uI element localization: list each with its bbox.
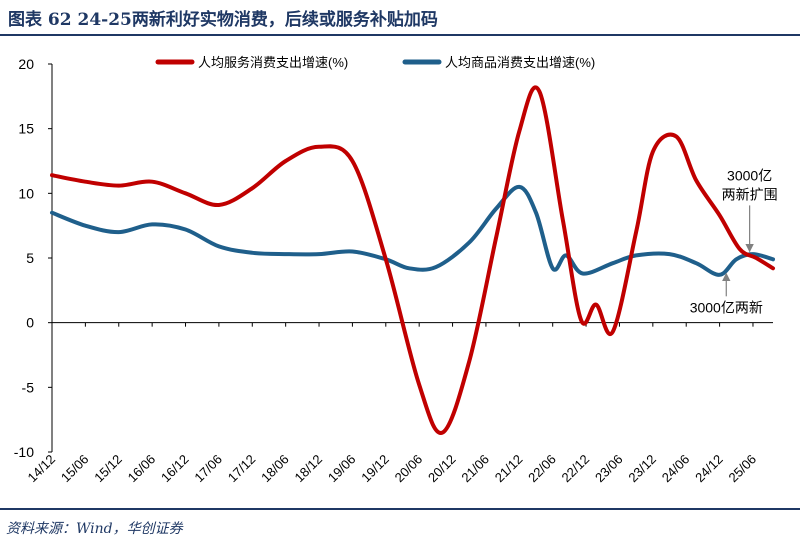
x-tick-label: 20/12 bbox=[425, 452, 459, 486]
x-tick-label: 20/06 bbox=[392, 452, 426, 486]
x-tick-label: 16/06 bbox=[125, 452, 159, 486]
source-bar: 资料来源：Wind，华创证券 bbox=[0, 508, 800, 543]
x-tick-label: 19/06 bbox=[325, 452, 359, 486]
x-tick-label: 24/12 bbox=[692, 452, 726, 486]
x-tick-label: 16/12 bbox=[158, 452, 192, 486]
y-tick-label: -5 bbox=[22, 379, 35, 395]
chart-area: 20 15 10 5 0 -5 -10 14/12 15/06 15/12 16/06 16/12 17… bbox=[0, 34, 800, 506]
x-tick-label: 19/12 bbox=[358, 452, 392, 486]
y-tick-label: 0 bbox=[26, 315, 34, 331]
x-tick-label: 22/12 bbox=[559, 452, 593, 486]
series-line-goods bbox=[50, 184, 775, 277]
x-tick-label: 18/06 bbox=[258, 452, 292, 486]
x-tick-label: 15/06 bbox=[58, 452, 92, 486]
figure-title: 图表 62 24-25两新利好实物消费，后续或服务补贴加码 bbox=[8, 10, 438, 30]
y-tick-label: 5 bbox=[26, 250, 34, 266]
x-tick-label: 18/12 bbox=[292, 452, 326, 486]
x-tick-label: 21/12 bbox=[492, 452, 526, 486]
y-tick-label: 20 bbox=[18, 56, 34, 72]
x-tick-label: 23/06 bbox=[592, 452, 626, 486]
source-note: 资料来源：Wind，华创证券 bbox=[6, 521, 183, 537]
y-tick-label: -10 bbox=[14, 444, 34, 460]
annotation-expansion-text: 两新扩围 bbox=[722, 186, 778, 202]
title-bar: 图表 62 24-25两新利好实物消费，后续或服务补贴加码 bbox=[0, 0, 800, 36]
x-tick-label: 15/12 bbox=[91, 452, 125, 486]
x-tick-label: 17/12 bbox=[225, 452, 259, 486]
annotation-trade-in-text: 3000亿两新 bbox=[690, 299, 763, 315]
y-tick-label: 15 bbox=[18, 121, 34, 137]
legend-services-label: 人均服务消费支出增速(%) bbox=[198, 55, 348, 70]
x-tick-label: 17/06 bbox=[191, 452, 225, 486]
x-tick-label: 21/06 bbox=[458, 452, 492, 486]
x-tick-label: 25/06 bbox=[725, 452, 759, 486]
x-tick-label: 22/06 bbox=[525, 452, 559, 486]
annotation-expansion-text: 3000亿 bbox=[727, 167, 772, 183]
series-line-services bbox=[50, 85, 775, 435]
x-tick-label: 23/12 bbox=[625, 452, 659, 486]
y-tick-label: 10 bbox=[18, 185, 34, 201]
legend-goods-label: 人均商品消费支出增速(%) bbox=[445, 55, 595, 70]
x-tick-label: 24/06 bbox=[659, 452, 693, 486]
